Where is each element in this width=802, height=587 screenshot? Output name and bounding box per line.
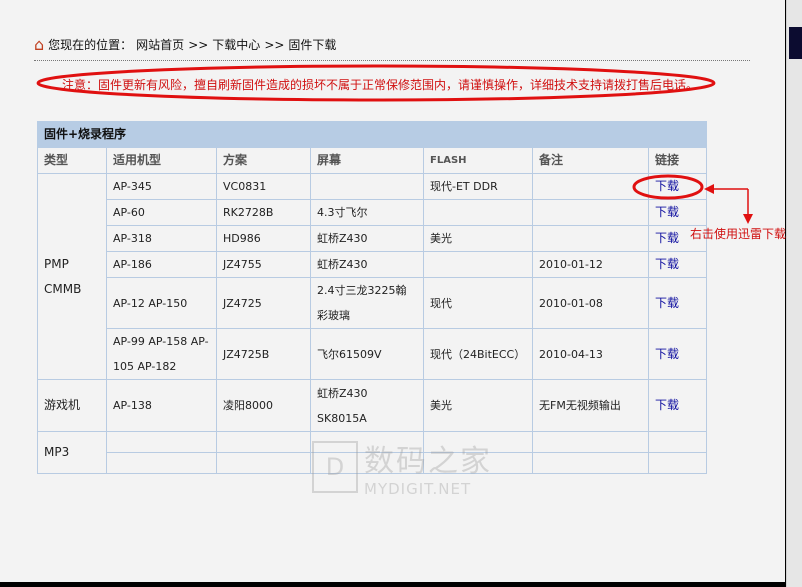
watermark-en: MYDIGIT.NET [364, 480, 472, 498]
breadcrumb-sep: >> [264, 37, 285, 52]
type-cell: MP3 [37, 431, 107, 474]
watermark: D 数码之家 MYDIGIT.NET [312, 436, 492, 498]
download-link[interactable]: 下载 [655, 295, 680, 310]
link-cell: 下载 [648, 199, 707, 226]
flash-cell [423, 251, 533, 278]
header-flash: FLASH [423, 147, 533, 174]
arrow-head-left [704, 184, 714, 194]
table-row: AP-99 AP-158 AP-105 AP-182 JZ4725B 飞尔61509… [38, 328, 707, 380]
scheme-cell: VC0831 [216, 173, 311, 200]
breadcrumb-home[interactable]: 网站首页 [136, 38, 185, 52]
link-ellipse [632, 174, 704, 200]
link-cell: 下载 [648, 277, 707, 329]
scrollbar[interactable] [786, 0, 802, 587]
firmware-table: 固件+烧录程序 类型 适用机型 方案 屏幕 FLASH 备注 链接 PMP CM… [37, 121, 707, 474]
screen-cell: 2.4寸三龙3225翰彩玻璃 [310, 277, 424, 329]
note-cell: 2010-01-08 [532, 277, 649, 329]
table-row: PMP CMMB AP-345 VC0831 现代-ET DDR 下载 [37, 173, 707, 380]
breadcrumb: ⌂ 您现在的位置： 网站首页 >> 下载中心 >> 固件下载 [34, 35, 336, 54]
breadcrumb-sep: >> [188, 37, 209, 52]
breadcrumb-prefix: 您现在的位置： [48, 38, 133, 52]
download-link[interactable]: 下载 [655, 205, 680, 219]
scheme-cell: JZ4725 [216, 277, 311, 329]
link-cell: 下载 [648, 225, 707, 252]
scheme-cell: RK2728B [216, 199, 311, 226]
link-cell: 下载 [648, 251, 707, 278]
home-icon: ⌂ [34, 35, 45, 54]
screen-cell [310, 173, 424, 200]
table-row: AP-12 AP-150 JZ4725 2.4寸三龙3225翰彩玻璃 现代 2010-0… [38, 277, 707, 329]
header-link: 链接 [648, 147, 707, 174]
download-link[interactable]: 下载 [655, 179, 680, 193]
download-link[interactable]: 下载 [655, 346, 680, 361]
header-scheme: 方案 [216, 147, 311, 174]
divider [34, 60, 750, 61]
download-link[interactable]: 下载 [655, 398, 680, 412]
model-cell: AP-318 [106, 225, 217, 252]
model-cell: AP-12 AP-150 [106, 277, 217, 329]
annotation-overlay [36, 64, 753, 224]
model-cell: AP-138 [106, 379, 217, 432]
note-cell: 2010-04-13 [532, 328, 649, 380]
type-cell: PMP CMMB [37, 173, 107, 380]
watermark-logo: D [312, 441, 358, 493]
notice-text: 注意：固件更新有风险，擅自刷新固件造成的损坏不属于正常保修范围内，请谨慎操作，详… [62, 78, 699, 92]
link-cell: 下载 [648, 379, 707, 432]
flash-cell: 现代-ET DDR [423, 173, 533, 200]
notice-ellipse [36, 64, 716, 102]
header-model: 适用机型 [106, 147, 217, 174]
download-link[interactable]: 下载 [655, 231, 680, 245]
flash-cell: 现代 [423, 277, 533, 329]
model-cell: AP-186 [106, 251, 217, 278]
download-link[interactable]: 下载 [655, 257, 680, 271]
arrow-head-down [743, 214, 753, 224]
table-title: 固件+烧录程序 [37, 121, 707, 148]
breadcrumb-download-center[interactable]: 下载中心 [212, 38, 261, 52]
scheme-cell: 凌阳8000 [216, 379, 311, 432]
watermark-cn: 数码之家 [364, 444, 492, 479]
link-cell: 下载 [648, 328, 707, 380]
annotation-text: 右击使用迅雷下载 [690, 227, 787, 241]
screen-cell: 虹桥Z430 SK8015A [310, 379, 424, 432]
page: ⌂ 您现在的位置： 网站首页 >> 下载中心 >> 固件下载 注意：固件更新有风… [0, 0, 786, 582]
breadcrumb-firmware: 固件下载 [288, 38, 337, 52]
screen-cell: 飞尔61509V [310, 328, 424, 380]
flash-cell: 美光 [423, 379, 533, 432]
table-row: AP-186 JZ4755 虹桥Z430 2010-01-12 下载 [38, 251, 707, 278]
table-row [38, 452, 707, 474]
flash-cell: 现代（24BitECC） [423, 328, 533, 380]
note-cell [532, 173, 649, 200]
